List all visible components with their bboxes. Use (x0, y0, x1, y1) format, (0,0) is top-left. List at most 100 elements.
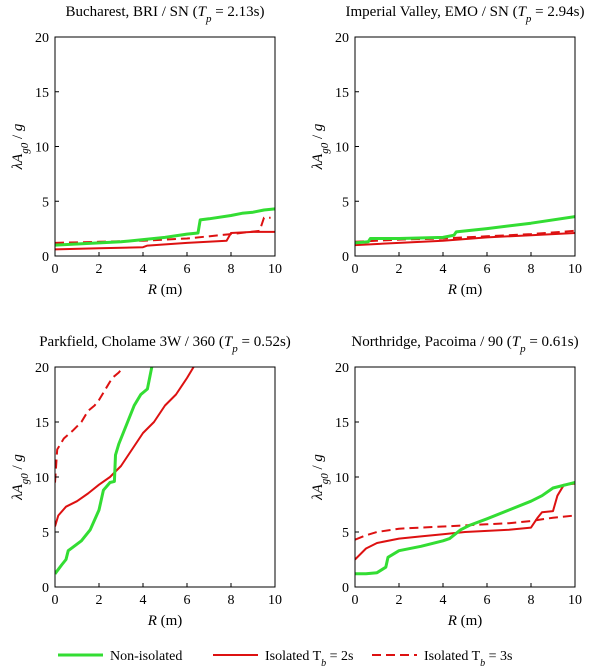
x-tick-label: 10 (268, 262, 282, 277)
xlabel-rest: (m) (457, 613, 482, 629)
x-tick-label: 10 (568, 262, 582, 277)
legend-label-sub: b (480, 658, 485, 669)
title-text: Bucharest, BRI / SN ( (66, 4, 198, 20)
y-tick-label: 10 (35, 141, 49, 156)
x-tick-label: 0 (352, 262, 359, 277)
y-tick-label: 5 (42, 195, 49, 210)
x-tick-label: 0 (52, 262, 59, 277)
legend-item-2: Isolated Tb = 2s (213, 649, 353, 669)
xlabel-rest: (m) (457, 282, 482, 298)
x-tick-label: 2 (396, 593, 403, 608)
series-line-isolated-tb2 (55, 367, 195, 527)
ylabel-pre: λ (310, 493, 326, 501)
title-var: T (198, 4, 208, 20)
x-tick-label: 8 (528, 262, 535, 277)
x-tick-label: 6 (484, 593, 491, 608)
ylabel-rest: / (310, 131, 326, 143)
chart-title: Bucharest, BRI / SN (Tp = 2.13s) (66, 4, 265, 25)
xlabel-rest: (m) (157, 613, 182, 629)
ylabel-var2: g (10, 123, 26, 131)
legend: Non-isolated Isolated Tb = 2s Isolated Tb … (58, 649, 512, 669)
xlabel-var: R (147, 613, 157, 629)
ylabel-sub: g0 (319, 473, 331, 485)
series-line-non-isolated (55, 207, 275, 247)
y-tick-label: 15 (35, 416, 49, 431)
y-tick-label: 0 (42, 581, 49, 596)
y-tick-label: 0 (42, 250, 49, 265)
ylabel-pre: λ (310, 162, 326, 170)
chart-title: Parkfield, Cholame 3W / 360 (Tp = 0.52s) (39, 334, 291, 355)
chart-panel-2: Imperial Valley, EMO / SN (Tp = 2.94s) 0 2… (310, 4, 584, 298)
x-tick-label: 4 (140, 593, 147, 608)
xlabel-var: R (147, 282, 157, 298)
x-tick-label: 10 (268, 593, 282, 608)
legend-item-3: Isolated Tb = 3s (372, 649, 512, 669)
legend-label: Isolated Tb = 2s (265, 649, 353, 669)
series-group (55, 207, 275, 251)
legend-label-text: Isolated T (424, 649, 481, 664)
y-tick-label: 5 (342, 195, 349, 210)
y-tick-label: 20 (35, 31, 49, 46)
x-tick-label: 0 (52, 593, 59, 608)
title-var: T (224, 334, 234, 350)
ylabel-var2: g (310, 454, 326, 462)
ylabel-var: A (10, 153, 26, 164)
x-axis-label: R (m) (447, 613, 483, 629)
title-rest: = 2.94s) (531, 4, 584, 20)
ylabel-rest: / (10, 131, 26, 143)
series-line-isolated-tb3 (55, 216, 271, 244)
ylabel-sub: g0 (319, 142, 331, 154)
series-group (355, 481, 575, 576)
y-axis-label: λAg0 / g (10, 454, 31, 501)
title-var: T (518, 4, 528, 20)
title-sub: p (525, 13, 532, 25)
chart-panel-1: Bucharest, BRI / SN (Tp = 2.13s) 0 2 4 6 8 10 0… (10, 4, 282, 298)
y-tick-label: 20 (335, 361, 349, 376)
series-group (55, 367, 195, 575)
legend-label-suffix: = 2s (326, 649, 353, 664)
x-axis-label: R (m) (147, 282, 183, 298)
x-tick-label: 4 (140, 262, 147, 277)
title-sub: p (231, 343, 238, 355)
series-line-non-isolated (355, 481, 575, 576)
xlabel-var: R (447, 282, 457, 298)
y-tick-label: 10 (335, 141, 349, 156)
title-rest: = 2.13s) (211, 4, 264, 20)
x-tick-label: 10 (568, 593, 582, 608)
x-tick-label: 2 (396, 262, 403, 277)
xlabel-rest: (m) (157, 282, 182, 298)
ylabel-sub: g0 (19, 142, 31, 154)
series-line-isolated-tb2 (355, 232, 575, 247)
y-tick-label: 20 (35, 361, 49, 376)
plot-frame (54, 366, 276, 588)
x-axis-label: R (m) (447, 282, 483, 298)
y-tick-label: 15 (335, 86, 349, 101)
ylabel-rest: / (310, 462, 326, 474)
x-axis-label: R (m) (147, 613, 183, 629)
plot-frame (54, 36, 276, 257)
series-line-isolated-tb3 (55, 367, 124, 483)
x-tick-label: 0 (352, 593, 359, 608)
y-tick-label: 0 (342, 250, 349, 265)
x-tick-label: 4 (440, 593, 447, 608)
legend-item-1: Non-isolated (58, 649, 182, 664)
series-line-isolated-tb2 (355, 482, 575, 561)
chart-panel-3: Parkfield, Cholame 3W / 360 (Tp = 0.52s)… (10, 334, 291, 629)
xlabel-var: R (447, 613, 457, 629)
ylabel-var: A (310, 483, 326, 494)
chart-title: Northridge, Pacoima / 90 (Tp = 0.61s) (351, 334, 578, 355)
title-sub: p (205, 13, 212, 25)
title-rest: = 0.61s) (526, 334, 579, 350)
y-tick-label: 5 (42, 526, 49, 541)
series-line-isolated-tb2 (55, 230, 275, 251)
ylabel-pre: λ (10, 162, 26, 170)
x-tick-label: 8 (228, 262, 235, 277)
legend-label: Isolated Tb = 3s (424, 649, 512, 669)
legend-label-text: Isolated T (265, 649, 322, 664)
y-tick-label: 10 (335, 471, 349, 486)
x-tick-label: 6 (184, 262, 191, 277)
y-tick-label: 0 (342, 581, 349, 596)
x-tick-label: 8 (228, 593, 235, 608)
ylabel-var: A (310, 153, 326, 164)
